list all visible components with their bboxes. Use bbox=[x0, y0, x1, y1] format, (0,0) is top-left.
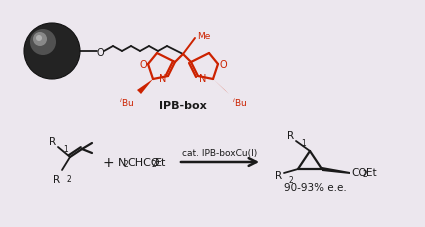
Text: 1: 1 bbox=[301, 138, 306, 147]
Text: CO: CO bbox=[351, 167, 367, 177]
Text: +: + bbox=[102, 155, 114, 169]
Text: R: R bbox=[49, 136, 56, 146]
Text: R: R bbox=[53, 174, 60, 184]
Text: 90-93% e.e.: 90-93% e.e. bbox=[283, 182, 346, 192]
Text: Et: Et bbox=[155, 157, 166, 167]
Text: 2: 2 bbox=[363, 170, 368, 179]
Circle shape bbox=[24, 24, 80, 80]
Circle shape bbox=[36, 36, 42, 42]
Text: O: O bbox=[96, 48, 104, 58]
Text: cat. IPB-boxCu(I): cat. IPB-boxCu(I) bbox=[182, 149, 258, 158]
Text: 2: 2 bbox=[152, 160, 157, 169]
Text: 2: 2 bbox=[67, 174, 72, 183]
Text: O: O bbox=[139, 60, 147, 70]
Text: $^i$Bu: $^i$Bu bbox=[232, 96, 247, 109]
Text: Me: Me bbox=[197, 31, 210, 40]
Text: Et: Et bbox=[366, 167, 377, 177]
Text: 2: 2 bbox=[289, 175, 294, 184]
Text: CHCO: CHCO bbox=[127, 157, 160, 167]
Text: R: R bbox=[287, 131, 294, 140]
Text: IPB-box: IPB-box bbox=[159, 101, 207, 111]
Circle shape bbox=[30, 30, 56, 56]
Polygon shape bbox=[322, 167, 350, 174]
Text: R: R bbox=[275, 170, 282, 180]
Text: N: N bbox=[159, 74, 167, 84]
Circle shape bbox=[33, 33, 47, 47]
Text: $^i$Bu: $^i$Bu bbox=[119, 96, 134, 109]
Text: 1: 1 bbox=[63, 144, 68, 153]
Text: O: O bbox=[219, 60, 227, 70]
Polygon shape bbox=[137, 80, 153, 95]
Polygon shape bbox=[213, 80, 229, 95]
Text: N: N bbox=[118, 157, 126, 167]
Text: 2: 2 bbox=[124, 160, 129, 169]
Text: N: N bbox=[199, 74, 207, 84]
